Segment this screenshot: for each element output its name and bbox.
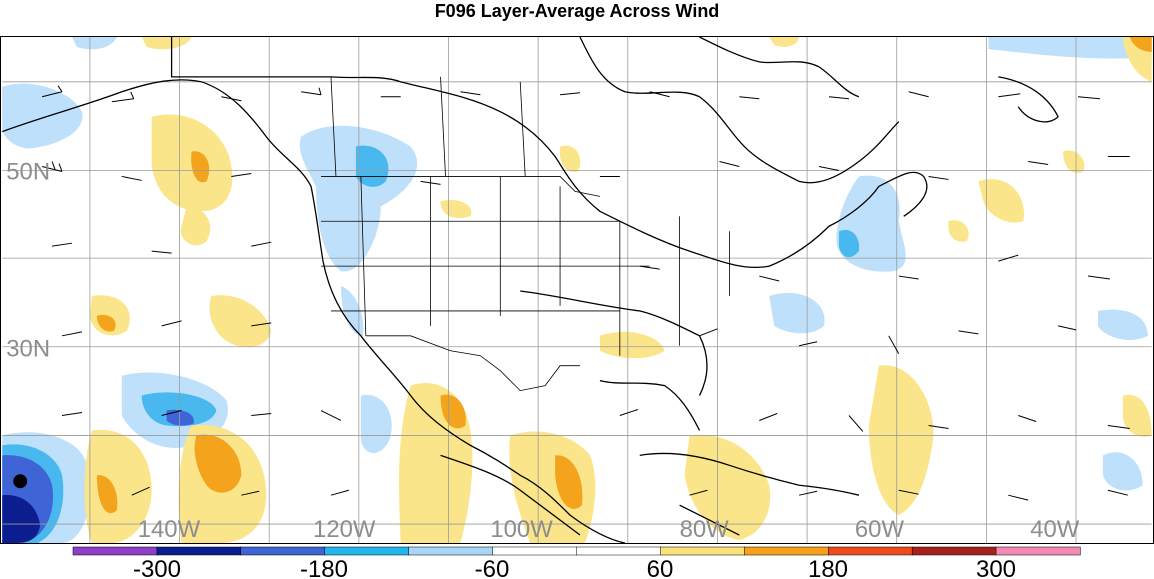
light-yellow-regions	[84, 37, 1152, 543]
map-title: F096 Layer-Average Across Wind	[434, 1, 720, 21]
colorbar-label-minus60: -60	[475, 556, 510, 579]
colorbar-bin	[72, 546, 158, 556]
lon-label-40w: 40W	[1030, 516, 1080, 543]
colorbar-bins	[72, 546, 1081, 556]
lon-label-80w: 80W	[680, 516, 730, 543]
lat-label-50n: 50N	[6, 158, 50, 185]
light-blue-regions	[2, 37, 1152, 543]
hawaii-marker	[13, 474, 28, 489]
colorbar-bin	[408, 546, 494, 556]
orange-regions	[96, 37, 1152, 514]
colorbar-label-minus300: -300	[133, 556, 181, 579]
lon-label-100w: 100W	[490, 516, 553, 543]
colorbar-bin	[744, 546, 829, 556]
colorbar-bin	[660, 546, 745, 556]
dark-blue-regions	[2, 494, 41, 543]
lat-lon-grid	[2, 37, 1152, 543]
colorbar-label-minus180: -180	[300, 556, 348, 579]
map-panel: 50N 30N 140W 120W 100W 80W 60W 40W	[0, 36, 1154, 544]
colorbar-label-180: 180	[808, 556, 848, 579]
coastlines	[2, 37, 1059, 543]
colorbar-bin	[492, 546, 578, 556]
colorbar-bin	[240, 546, 326, 556]
colorbar-bin	[156, 546, 242, 556]
lon-label-60w: 60W	[855, 516, 905, 543]
lon-label-120w: 120W	[313, 516, 376, 543]
colorbar-bin	[576, 546, 662, 556]
colorbar-label-60: 60	[647, 556, 674, 579]
colorbar-label-300: 300	[976, 556, 1016, 579]
lon-label-140w: 140W	[138, 516, 201, 543]
colorbar-bin	[828, 546, 913, 556]
colorbar-bin	[995, 546, 1081, 556]
colorbar-bin	[324, 546, 410, 556]
political-borders	[321, 76, 730, 392]
lat-labels: 50N 30N	[6, 158, 50, 362]
colorbar: -300 -180 -60 60 180 300	[72, 546, 1081, 579]
colorbar-tick-labels: -300 -180 -60 60 180 300	[133, 556, 1016, 579]
lon-labels: 140W 120W 100W 80W 60W 40W	[138, 516, 1080, 543]
lat-label-30n: 30N	[6, 336, 50, 363]
colorbar-bin	[911, 546, 997, 556]
wind-barbs	[41, 85, 1130, 501]
